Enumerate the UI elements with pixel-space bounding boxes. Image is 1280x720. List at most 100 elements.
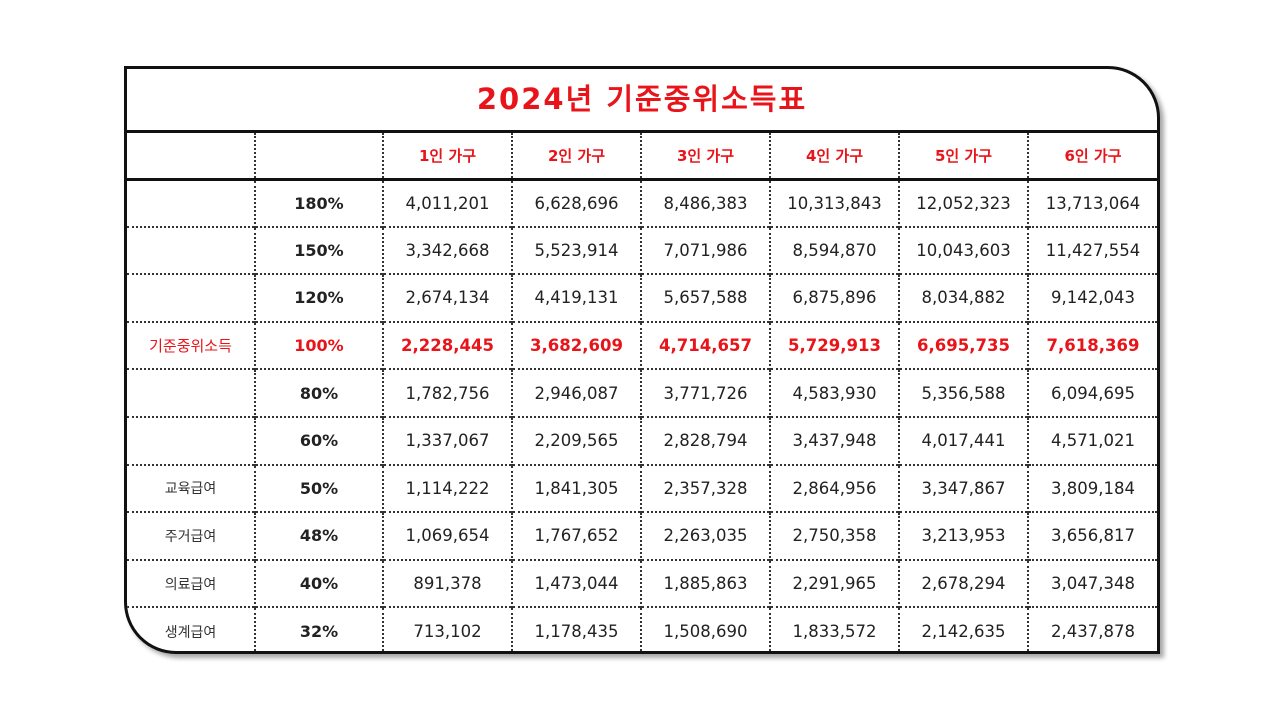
row-label: 교육급여 <box>127 463 255 513</box>
row-percent: 100% <box>254 320 383 370</box>
income-cell-4-person: 8,594,870 <box>769 225 899 275</box>
row-percent: 120% <box>254 273 383 322</box>
income-cell-5-person: 12,052,323 <box>898 179 1028 227</box>
row-percent: 60% <box>254 415 383 465</box>
income-cell-2-person: 2,946,087 <box>511 368 641 417</box>
income-cell-1-person: 891,378 <box>382 558 512 608</box>
income-cell-5-person: 6,695,735 <box>898 320 1028 370</box>
row-percent: 80% <box>254 368 383 417</box>
income-cell-1-person: 713,102 <box>382 606 512 651</box>
income-cell-3-person: 1,508,690 <box>640 606 770 651</box>
row-label <box>127 368 255 417</box>
income-cell-3-person: 7,071,986 <box>640 225 770 275</box>
income-cell-1-person: 2,674,134 <box>382 273 512 322</box>
row-label <box>127 179 255 227</box>
income-cell-2-person: 4,419,131 <box>511 273 641 322</box>
income-cell-2-person: 3,682,609 <box>511 320 641 370</box>
header-cell-2-person: 2인 가구 <box>511 133 641 181</box>
row-percent: 48% <box>254 511 383 560</box>
income-cell-4-person: 1,833,572 <box>769 606 899 651</box>
income-cell-5-person: 8,034,882 <box>898 273 1028 322</box>
row-label <box>127 225 255 275</box>
income-cell-4-person: 2,291,965 <box>769 558 899 608</box>
income-cell-3-person: 2,263,035 <box>640 511 770 560</box>
income-cell-2-person: 2,209,565 <box>511 415 641 465</box>
income-cell-5-person: 10,043,603 <box>898 225 1028 275</box>
income-cell-5-person: 2,678,294 <box>898 558 1028 608</box>
row-label: 생계급여 <box>127 606 255 651</box>
table-row: 180% 4,011,201 6,628,696 8,486,383 10,313,84… <box>127 179 1157 227</box>
income-cell-6-person: 2,437,878 <box>1027 606 1157 651</box>
income-cell-1-person: 3,342,668 <box>382 225 512 275</box>
header-cell-pct <box>254 133 383 181</box>
income-cell-2-person: 1,841,305 <box>511 463 641 513</box>
income-cell-1-person: 1,337,067 <box>382 415 512 465</box>
header-cell-5-person: 5인 가구 <box>898 133 1028 181</box>
income-cell-3-person: 3,771,726 <box>640 368 770 417</box>
row-percent: 32% <box>254 606 383 651</box>
income-cell-6-person: 13,713,064 <box>1027 179 1157 227</box>
row-percent: 180% <box>254 179 383 227</box>
income-cell-1-person: 1,114,222 <box>382 463 512 513</box>
row-label <box>127 273 255 322</box>
table-row: 80% 1,782,756 2,946,087 3,771,726 4,583,930 5… <box>127 368 1157 417</box>
header-cell-label <box>127 133 255 181</box>
income-cell-2-person: 6,628,696 <box>511 179 641 227</box>
table-row: 주거급여 48% 1,069,654 1,767,652 2,263,035 2,750,… <box>127 511 1157 560</box>
income-table-card: 2024년 기준중위소득표 1인 가구 2인 가구 3인 가구 4인 가구 5인… <box>124 66 1160 654</box>
row-label <box>127 415 255 465</box>
table-row: 기준중위소득 100% 2,228,445 3,682,609 4,714,657 5,7… <box>127 320 1157 370</box>
income-cell-5-person: 3,213,953 <box>898 511 1028 560</box>
table-row: 교육급여 50% 1,114,222 1,841,305 2,357,328 2,864,… <box>127 463 1157 513</box>
income-cell-1-person: 1,782,756 <box>382 368 512 417</box>
header-cell-1-person: 1인 가구 <box>382 133 512 181</box>
income-cell-6-person: 11,427,554 <box>1027 225 1157 275</box>
income-cell-2-person: 1,767,652 <box>511 511 641 560</box>
row-label: 기준중위소득 <box>127 320 255 370</box>
median-income-table: 1인 가구 2인 가구 3인 가구 4인 가구 5인 가구 6인 가구 180%… <box>127 133 1157 651</box>
table-row: 의료급여 40% 891,378 1,473,044 1,885,863 2,291,96… <box>127 558 1157 608</box>
income-cell-2-person: 1,473,044 <box>511 558 641 608</box>
income-cell-6-person: 7,618,369 <box>1027 320 1157 370</box>
header-cell-4-person: 4인 가구 <box>769 133 899 181</box>
table-row: 60% 1,337,067 2,209,565 2,828,794 3,437,948 4… <box>127 415 1157 465</box>
income-cell-4-person: 2,750,358 <box>769 511 899 560</box>
header-cell-6-person: 6인 가구 <box>1027 133 1157 181</box>
income-cell-4-person: 10,313,843 <box>769 179 899 227</box>
header-cell-3-person: 3인 가구 <box>640 133 770 181</box>
row-percent: 50% <box>254 463 383 513</box>
income-cell-3-person: 2,828,794 <box>640 415 770 465</box>
income-cell-4-person: 2,864,956 <box>769 463 899 513</box>
income-cell-2-person: 1,178,435 <box>511 606 641 651</box>
income-cell-1-person: 1,069,654 <box>382 511 512 560</box>
income-cell-3-person: 1,885,863 <box>640 558 770 608</box>
income-cell-3-person: 4,714,657 <box>640 320 770 370</box>
income-cell-3-person: 5,657,588 <box>640 273 770 322</box>
income-cell-6-person: 4,571,021 <box>1027 415 1157 465</box>
income-cell-6-person: 3,809,184 <box>1027 463 1157 513</box>
income-cell-6-person: 3,656,817 <box>1027 511 1157 560</box>
income-cell-5-person: 4,017,441 <box>898 415 1028 465</box>
income-cell-5-person: 3,347,867 <box>898 463 1028 513</box>
income-cell-1-person: 2,228,445 <box>382 320 512 370</box>
income-cell-6-person: 6,094,695 <box>1027 368 1157 417</box>
table-title: 2024년 기준중위소득표 <box>127 69 1157 133</box>
income-cell-6-person: 9,142,043 <box>1027 273 1157 322</box>
income-cell-1-person: 4,011,201 <box>382 179 512 227</box>
table-row: 생계급여 32% 713,102 1,178,435 1,508,690 1,833,57… <box>127 606 1157 651</box>
row-label: 주거급여 <box>127 511 255 560</box>
table-body: 180% 4,011,201 6,628,696 8,486,383 10,313,84… <box>127 179 1157 651</box>
row-label: 의료급여 <box>127 558 255 608</box>
income-cell-6-person: 3,047,348 <box>1027 558 1157 608</box>
income-cell-4-person: 5,729,913 <box>769 320 899 370</box>
table-row: 120% 2,674,134 4,419,131 5,657,588 6,875,896… <box>127 273 1157 322</box>
income-cell-3-person: 2,357,328 <box>640 463 770 513</box>
table-row: 150% 3,342,668 5,523,914 7,071,986 8,594,870… <box>127 225 1157 275</box>
income-cell-4-person: 6,875,896 <box>769 273 899 322</box>
income-cell-2-person: 5,523,914 <box>511 225 641 275</box>
income-cell-4-person: 3,437,948 <box>769 415 899 465</box>
row-percent: 150% <box>254 225 383 275</box>
income-cell-5-person: 2,142,635 <box>898 606 1028 651</box>
income-cell-3-person: 8,486,383 <box>640 179 770 227</box>
row-percent: 40% <box>254 558 383 608</box>
